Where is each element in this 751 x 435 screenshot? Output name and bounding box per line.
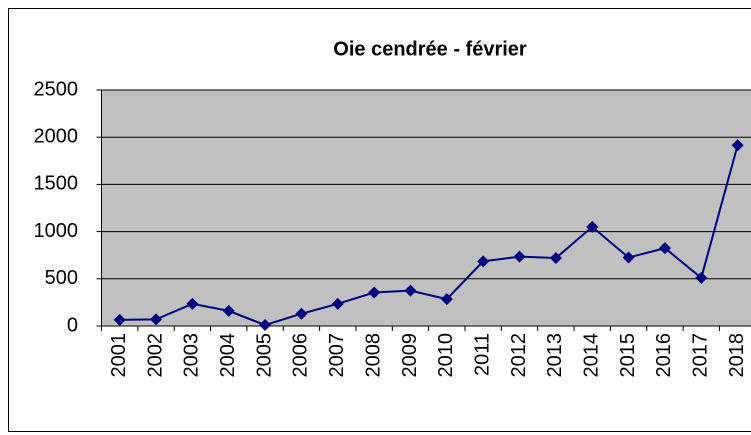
- data-point: [658, 242, 671, 255]
- x-tick-label: 2011: [471, 333, 493, 376]
- data-point: [586, 220, 599, 233]
- y-tick-label: 1500: [34, 173, 79, 195]
- x-tick-label: 2005: [253, 333, 275, 378]
- data-point: [368, 286, 381, 299]
- data-point: [331, 297, 344, 310]
- x-tick-label: 2008: [362, 333, 384, 378]
- x-tick-label: 2010: [435, 333, 457, 378]
- x-tick-label: 2002: [144, 333, 166, 378]
- data-point: [113, 313, 126, 326]
- x-tick-label: 2003: [181, 333, 203, 378]
- data-point: [259, 319, 272, 332]
- y-tick-label: 500: [45, 267, 78, 289]
- data-point: [549, 252, 562, 265]
- series-line: [119, 144, 739, 327]
- x-tick-label: 2007: [326, 333, 348, 378]
- x-tick-label: 2013: [544, 333, 566, 378]
- data-point: [477, 255, 490, 268]
- chart-title: Oie cendrée - février: [333, 38, 527, 60]
- y-tick-label: 1000: [34, 220, 79, 242]
- x-tick-label: 2017: [690, 333, 712, 378]
- data-point: [513, 250, 526, 263]
- y-tick-label: 2000: [34, 125, 79, 147]
- x-tick-label: 2012: [508, 333, 530, 378]
- x-tick-label: 2015: [617, 333, 639, 378]
- x-tick-label: 2001: [108, 333, 130, 378]
- data-point: [186, 297, 199, 310]
- data-point: [404, 284, 417, 297]
- x-tick-label: 2018: [726, 333, 748, 378]
- data-point: [731, 139, 744, 152]
- x-tick-label: 2014: [581, 333, 603, 378]
- plot-area: [101, 89, 751, 327]
- data-point: [622, 251, 635, 264]
- x-tick-label: 2009: [399, 333, 421, 378]
- x-tick-label: 2016: [653, 333, 675, 378]
- data-point: [695, 271, 708, 284]
- data-point: [440, 293, 453, 306]
- data-point: [222, 304, 235, 317]
- data-point: [150, 313, 163, 326]
- data-point: [295, 307, 308, 320]
- y-tick-label: 2500: [34, 78, 79, 100]
- x-tick-label: 2004: [217, 333, 239, 378]
- y-tick-label: 0: [67, 314, 78, 336]
- x-tick-label: 2006: [290, 333, 312, 378]
